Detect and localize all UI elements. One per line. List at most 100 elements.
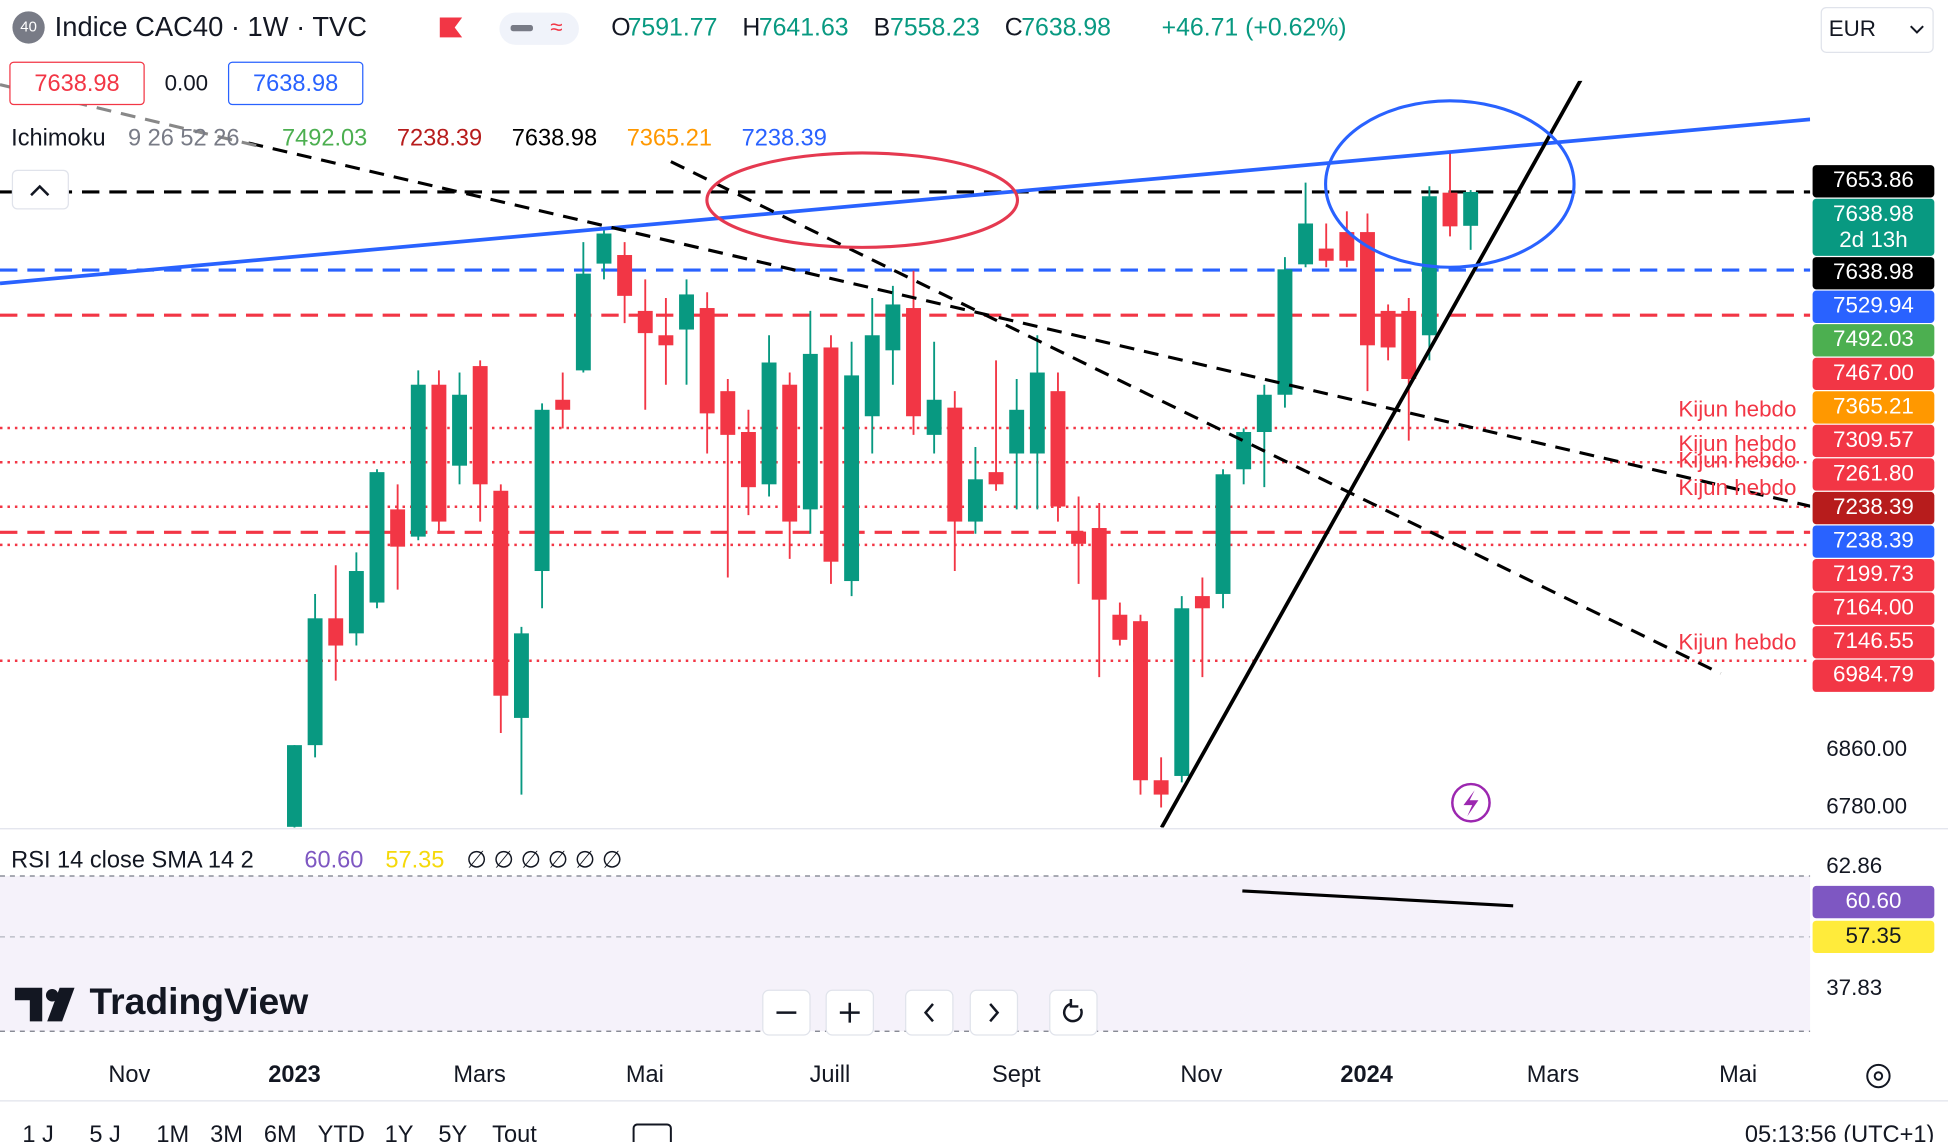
trendline xyxy=(670,160,1722,675)
candle-body xyxy=(555,399,571,410)
trendline xyxy=(0,117,1811,286)
price-badge-label: 7261.80 xyxy=(1833,460,1914,485)
timeframe[interactable]: 3M xyxy=(210,1122,243,1142)
candle-body xyxy=(1071,531,1087,544)
timeframe[interactable]: 6M xyxy=(264,1122,297,1142)
sell-button[interactable] xyxy=(9,61,145,106)
price-badge xyxy=(1812,198,1935,256)
rsi-badge xyxy=(1812,920,1935,954)
candle-body xyxy=(1236,432,1252,470)
candle-body xyxy=(947,407,963,522)
timeframe[interactable]: 1Y xyxy=(385,1122,414,1142)
indicator-value: 7238.39 xyxy=(742,126,827,152)
candle-body xyxy=(988,472,1004,485)
sell-price: 7638.98 xyxy=(34,71,119,97)
symbol[interactable]: Indice CAC40 · 1W · TVC xyxy=(55,11,367,42)
reset[interactable] xyxy=(1049,989,1098,1036)
toggle-icon: ≈ xyxy=(550,15,562,40)
ohlc-value: 7638.98 xyxy=(1021,14,1111,41)
indicator-value: 7365.21 xyxy=(627,126,712,152)
settings-icon[interactable] xyxy=(1866,1063,1891,1089)
price-badge-label: 7309.57 xyxy=(1833,427,1914,452)
price-badge-label: 7653.86 xyxy=(1833,167,1914,192)
indicator-value: 7638.98 xyxy=(512,126,597,152)
scroll-left[interactable] xyxy=(905,989,954,1036)
price-badge-label: 7638.98 xyxy=(1833,201,1914,226)
timeframe[interactable]: 5 J xyxy=(89,1122,120,1142)
rsi-badge-label: 57.35 xyxy=(1845,923,1901,948)
candle-body xyxy=(431,384,447,522)
clock: 05:13:56 (UTC+1) xyxy=(1745,1122,1935,1142)
timeframe[interactable]: Tout xyxy=(492,1122,537,1142)
flag-icon[interactable] xyxy=(439,17,463,38)
indicator-params: 9 26 52 26 xyxy=(128,126,240,152)
x-tick-label: Mai xyxy=(1719,1062,1757,1088)
candle-body xyxy=(782,384,798,522)
badge-circle xyxy=(12,11,45,44)
candle-body xyxy=(596,233,612,264)
candle-body xyxy=(369,472,385,603)
candle-body xyxy=(575,273,591,371)
indicator-name[interactable]: Ichimoku xyxy=(11,126,105,152)
price-badge-label: 7467.00 xyxy=(1833,360,1914,385)
price-badge-label: 7638.98 xyxy=(1833,259,1914,284)
calendar-icon[interactable] xyxy=(632,1123,672,1142)
candle-body xyxy=(1133,621,1148,781)
change: +46.71 (+0.62%) xyxy=(1162,14,1347,41)
timeframe[interactable]: 1 J xyxy=(22,1122,53,1142)
x-tick-label: Mars xyxy=(1527,1062,1579,1088)
scroll-right[interactable] xyxy=(969,989,1019,1036)
candle-body xyxy=(1174,608,1190,776)
collapse-button[interactable] xyxy=(11,169,69,210)
x-tick-label: Juill xyxy=(810,1062,851,1088)
candle-body xyxy=(885,304,901,351)
candle-body xyxy=(1153,780,1169,795)
currency: EUR xyxy=(1829,16,1876,41)
x-tick-label: 2024 xyxy=(1340,1062,1393,1088)
price-badge-label: 7146.55 xyxy=(1833,628,1914,653)
price-badge xyxy=(1812,458,1935,491)
x-tick-label: Mars xyxy=(453,1062,505,1088)
candle-body xyxy=(1380,310,1396,348)
price-badge xyxy=(1812,558,1935,592)
rsi-badge xyxy=(1812,885,1935,919)
candle-body xyxy=(967,479,983,522)
candle-body xyxy=(328,618,344,646)
candle-body xyxy=(740,432,756,488)
logo-dot xyxy=(45,989,59,1002)
candle-body xyxy=(1029,372,1045,454)
currency-select[interactable] xyxy=(1820,6,1934,53)
price-badge xyxy=(1812,391,1935,424)
candle-body xyxy=(679,294,694,330)
candle-body xyxy=(617,255,633,296)
candle-body xyxy=(823,347,839,562)
price-badge xyxy=(1812,357,1935,391)
toggle-icon xyxy=(510,24,533,32)
candle-body xyxy=(637,310,653,334)
plus-icon xyxy=(839,1002,860,1023)
price-badge-label: 6984.79 xyxy=(1833,662,1914,687)
price-badge xyxy=(1812,165,1935,198)
rsi-value: 60.60 xyxy=(304,847,363,873)
rsi-axis-label: 37.83 xyxy=(1826,975,1882,1000)
price-badge xyxy=(1812,290,1935,323)
timeframe[interactable]: 5Y xyxy=(438,1122,467,1142)
candle-body xyxy=(1277,269,1293,395)
rsi-title[interactable]: RSI 14 close SMA 14 2 xyxy=(11,847,254,873)
buy-button[interactable] xyxy=(227,61,364,106)
candle-body xyxy=(1256,394,1272,433)
timeframe[interactable]: YTD xyxy=(318,1122,365,1142)
candle-body xyxy=(307,618,323,746)
y-tick-label: 6860.00 xyxy=(1826,736,1907,761)
level-note: Kijun hebdo xyxy=(1678,629,1796,654)
toggle[interactable] xyxy=(499,12,579,45)
timeframe[interactable]: 1M xyxy=(156,1122,189,1142)
rsi-value: 57.35 xyxy=(385,847,444,873)
ohlc-value: 7641.63 xyxy=(759,14,849,41)
candle-body xyxy=(720,391,736,435)
candle-body xyxy=(452,394,467,466)
candle-body xyxy=(1112,614,1128,640)
right-icon xyxy=(989,1003,1000,1023)
logo-mark xyxy=(14,987,75,1022)
